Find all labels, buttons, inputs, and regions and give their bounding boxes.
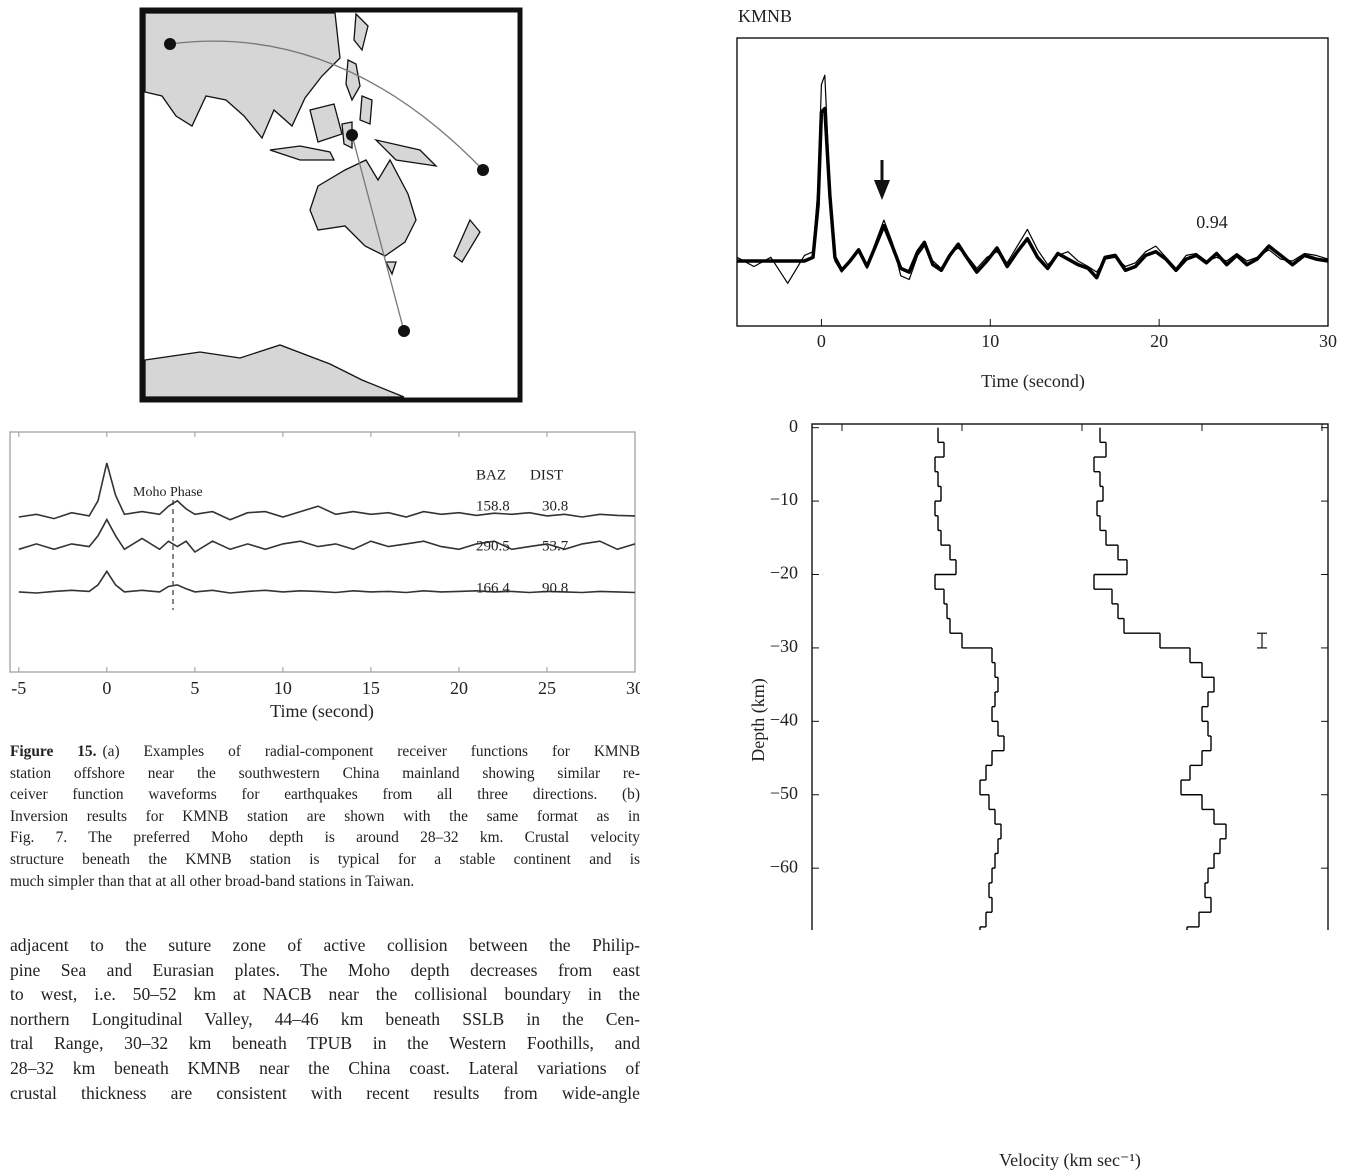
table-cell: 290.5 [476, 538, 510, 554]
x-axis-label: Time (second) [981, 371, 1085, 392]
x-axis-label: Velocity (km sec⁻¹) [999, 1150, 1141, 1170]
x-tick-label: 10 [274, 678, 292, 698]
plot-frame [736, 37, 1329, 327]
figure-label: Figure 15. [10, 743, 97, 760]
receiver-function-chart: -5 0 5 10 15 20 25 30 Time (second) Moho Phase BAZ… [9, 431, 644, 722]
waveform [736, 74, 1329, 284]
x-tick-label: 0 [817, 331, 826, 351]
waveform [737, 106, 1329, 280]
x-axis-label: Time (second) [270, 701, 374, 722]
figure: -5 0 5 10 15 20 25 30 Time (second) Moho Phase BAZ… [9, 6, 1337, 930]
caption: Figure 15. (a) Examples of radial-compone… [10, 741, 640, 892]
caption-line: structure beneath the KMNB station is ty… [10, 850, 640, 868]
y-axis-label: Depth (km) [748, 678, 769, 761]
body-line: pine Sea and Eurasian plates. The Moho d… [10, 959, 640, 980]
caption-line: station offshore near the southwestern C… [10, 764, 640, 782]
body-text: adjacent to the suture zone of active co… [10, 933, 640, 1105]
event-dot [398, 325, 410, 337]
land [144, 12, 481, 398]
chart-title: KMNB [738, 6, 792, 26]
body-line: 28–32 km beneath KMNB near the China coa… [10, 1057, 640, 1078]
event-dot [477, 164, 489, 176]
body-line: adjacent to the suture zone of active co… [10, 935, 640, 955]
annotation: 0.94 [1196, 212, 1228, 232]
y-tick-label: −20 [770, 563, 798, 583]
body-line: crustal thickness are consistent with re… [10, 1082, 640, 1103]
x-tick-label: 30 [626, 678, 644, 698]
trace [18, 462, 636, 521]
x-tick-label: 10 [981, 331, 999, 351]
ray-path [169, 40, 484, 171]
plot-frame [9, 431, 636, 673]
x-tick-label: 5 [190, 678, 199, 698]
body-line: to west, i.e. 50–52 km at NACB near the … [10, 984, 640, 1005]
plot-frame [811, 423, 1329, 930]
axis-label-strip: Velocity (km sec⁻¹) [999, 1150, 1141, 1170]
y-tick-label: −10 [770, 489, 798, 509]
arrow-head [874, 180, 890, 200]
trace [18, 517, 636, 554]
y-tick-label: −60 [770, 856, 798, 876]
map [139, 7, 523, 403]
body-line: northern Longitudinal Valley, 44–46 km b… [10, 1008, 640, 1029]
caption-text: (a) Examples of radial-component receive… [102, 743, 640, 760]
body-line: tral Range, 30–32 km beneath TPUB in the… [10, 1033, 640, 1054]
station-dot [346, 129, 358, 141]
y-tick-label: 0 [789, 416, 798, 436]
table-cell: 158.8 [476, 498, 510, 514]
x-tick-label: 20 [1150, 331, 1168, 351]
table-header: DIST [530, 467, 563, 483]
trace [18, 569, 636, 594]
caption-line: much simpler than that at all other broa… [10, 872, 415, 890]
caption-line: Figure 15. (a) Examples of radial-compone… [10, 741, 640, 763]
x-tick-label: 30 [1319, 331, 1337, 351]
table-cell: 53.7 [542, 538, 569, 554]
table-cell: 90.8 [542, 580, 568, 596]
table-header: BAZ [476, 467, 506, 483]
moho-label: Moho Phase [133, 485, 203, 500]
x-tick-label: 25 [538, 678, 556, 698]
caption-line: Fig. 7. The preferred Moho depth is arou… [10, 829, 640, 847]
y-tick-label: −50 [770, 783, 798, 803]
y-tick-label: −30 [770, 636, 798, 656]
caption-line: Inversion results for KMNB station are s… [10, 807, 640, 825]
x-tick-label: 0 [102, 678, 111, 698]
event-dot [164, 38, 176, 50]
table-cell: 166.4 [476, 580, 510, 596]
y-tick-label: −40 [770, 709, 798, 729]
caption-line: ceiver function waveforms for earthquake… [10, 786, 640, 804]
ray-path [351, 134, 405, 332]
x-tick-label: 20 [450, 678, 468, 698]
x-tick-label: -5 [11, 678, 26, 698]
x-tick-label: 15 [362, 678, 380, 698]
table-cell: 30.8 [542, 498, 568, 514]
